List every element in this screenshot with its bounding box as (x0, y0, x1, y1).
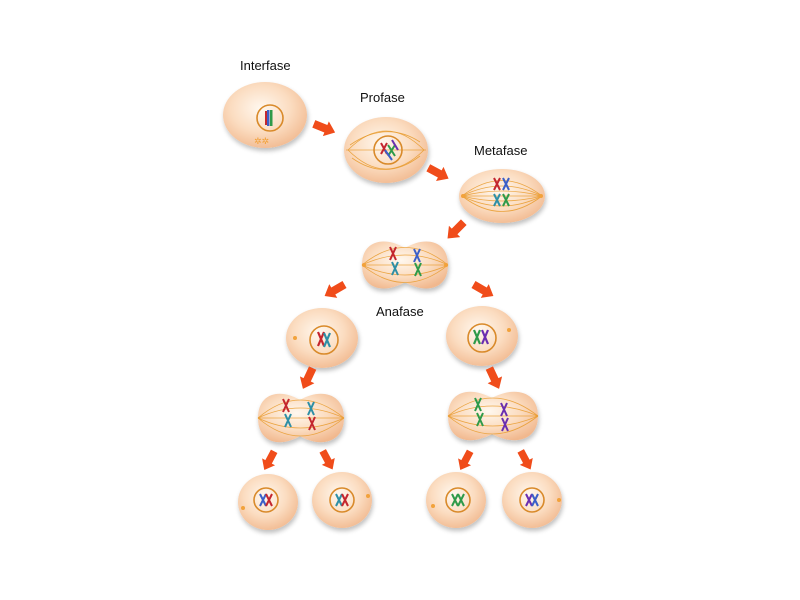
svg-text:✲✲: ✲✲ (254, 137, 269, 147)
cell-prophase (344, 117, 428, 183)
label-metaphase: Metafase (474, 143, 527, 158)
cell-division-right (447, 391, 539, 441)
arrow-division-right-to-final-3 (453, 447, 477, 474)
cell-daughter-right (446, 306, 518, 366)
arrow-division-right-to-final-4 (514, 447, 538, 473)
arrow-left-to-division (295, 364, 320, 393)
arrow-prophase-to-metaphase (424, 160, 453, 186)
cell-daughter-left (286, 308, 358, 368)
arrow-right-to-division (482, 364, 507, 393)
arrow-interphase-to-prophase (310, 116, 339, 140)
arrow-division-left-to-final-1 (257, 447, 281, 474)
cell-interphase: ✲✲ (223, 82, 307, 148)
cell-final-2 (312, 472, 372, 528)
cell-final-4 (502, 472, 562, 528)
cell-final-3 (426, 472, 486, 528)
label-anaphase: Anafase (376, 304, 424, 319)
arrow-anaphase-to-right (469, 277, 498, 303)
cell-final-1 (238, 474, 298, 530)
label-interphase: Interfase (240, 58, 291, 73)
cell-division-left (257, 393, 345, 443)
cell-anaphase (361, 241, 449, 289)
arrow-metaphase-to-anaphase (441, 216, 470, 245)
cell-metaphase (459, 169, 545, 223)
label-prophase: Profase (360, 90, 405, 105)
arrow-division-left-to-final-2 (316, 447, 340, 473)
arrow-anaphase-to-left (320, 277, 349, 303)
